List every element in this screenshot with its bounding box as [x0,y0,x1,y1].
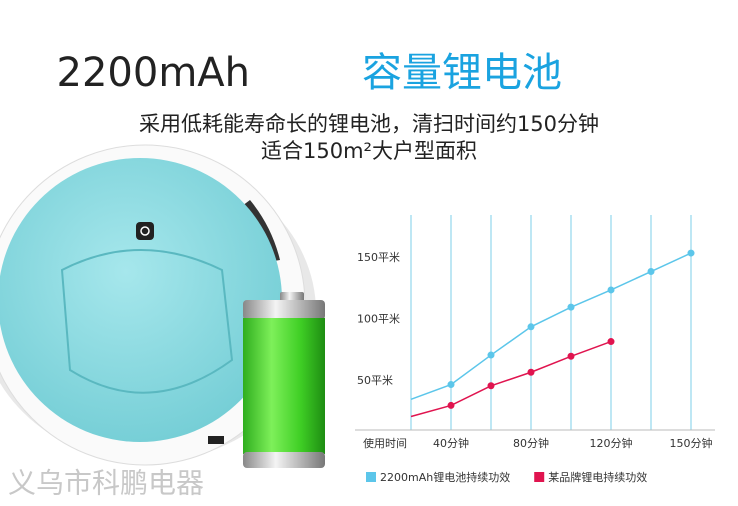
x-tick-label: 120分钟 [590,436,633,450]
data-point [607,286,615,294]
data-point [567,352,575,360]
y-tick-label: 150平米 [357,251,400,264]
x-tick-label: 80分钟 [513,436,549,450]
x-tick-label: 150分钟 [670,436,713,450]
legend-swatch [534,472,545,482]
x-axis-label: 使用时间 [363,437,407,450]
title-text: 容量锂电池 [362,50,562,96]
data-point [527,368,535,376]
data-point [527,323,535,331]
data-point [487,351,495,359]
subtitle: 采用低耗能寿命长的锂电池，清扫时间约150分钟 [139,112,599,136]
data-point [567,303,575,311]
data-point [447,401,455,409]
data-point [687,249,695,257]
series-line [410,340,612,418]
title-number: 2200mAh [57,50,250,96]
legend-swatch [366,472,376,482]
data-point [647,268,655,276]
battery-illustration [243,292,325,468]
data-point [607,338,615,346]
y-tick-label: 100平米 [357,312,400,325]
legend-label: 某品牌锂电持续功效 [548,470,647,484]
data-point [487,382,495,390]
vacuum-illustration [0,144,316,466]
subtitle: 适合150m²大户型面积 [261,139,477,163]
series-line [410,252,692,400]
watermark: 义乌市科鹏电器 [8,467,204,499]
legend-label: 2200mAh锂电池持续功效 [380,470,510,484]
x-tick-label: 40分钟 [433,436,469,450]
y-tick-label: 50平米 [357,374,393,387]
data-point [447,381,455,389]
